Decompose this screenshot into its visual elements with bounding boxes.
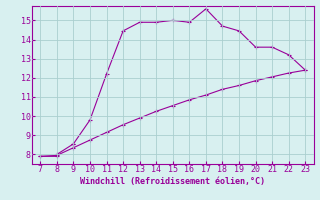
X-axis label: Windchill (Refroidissement éolien,°C): Windchill (Refroidissement éolien,°C)	[80, 177, 265, 186]
